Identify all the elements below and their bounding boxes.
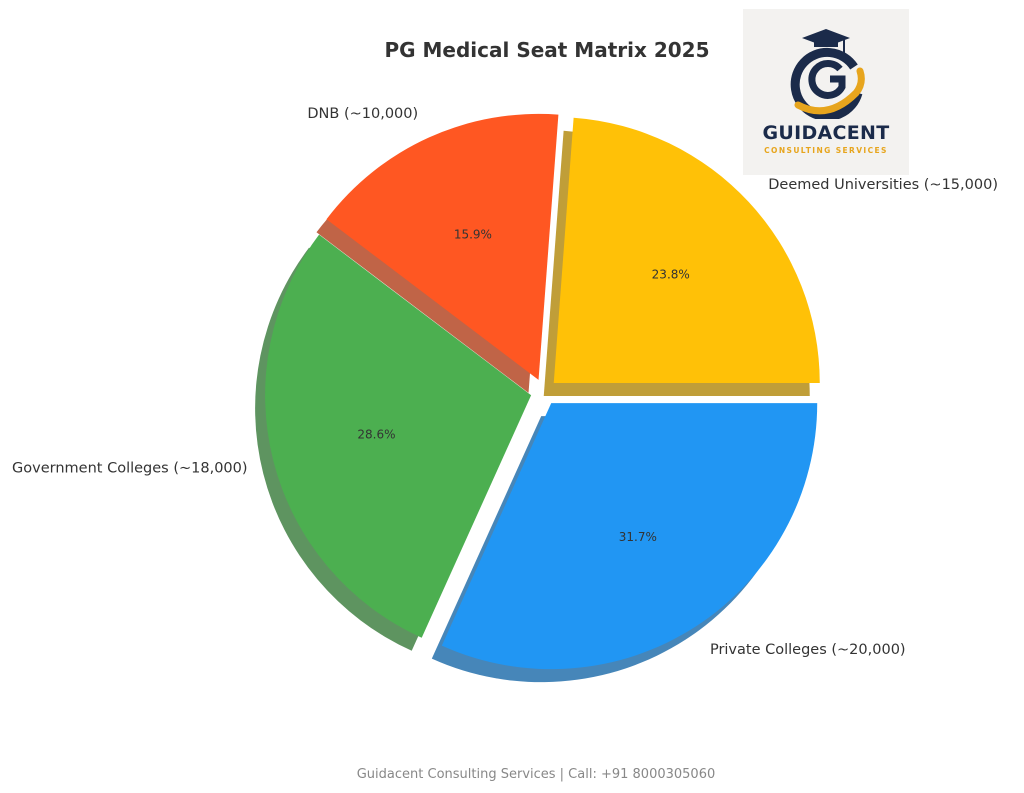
- company-logo: GUIDACENT CONSULTING SERVICES: [743, 9, 909, 175]
- pie-slice-government-colleges: [265, 234, 532, 638]
- pie-slice-dnb: [326, 113, 559, 380]
- pie-slice-private-colleges: [441, 403, 818, 670]
- pie-slice-deemed-universities: [553, 117, 820, 383]
- pie-percent-private-colleges: 31.7%: [619, 530, 657, 544]
- pie-label-government-colleges: Government Colleges (~18,000): [12, 460, 248, 476]
- logo-name: GUIDACENT: [762, 122, 890, 144]
- pie-percent-deemed-universities: 23.8%: [652, 267, 690, 281]
- logo-subtitle: CONSULTING SERVICES: [764, 146, 888, 155]
- chart-title: PG Medical Seat Matrix 2025: [384, 38, 710, 62]
- pie-label-dnb: DNB (~10,000): [307, 106, 418, 122]
- footer-contact: Guidacent Consulting Services | Call: +9…: [356, 767, 716, 782]
- pie-slice-labels: Deemed Universities (~15,000) DNB (~10,00…: [12, 106, 998, 658]
- pie-percent-dnb: 15.9%: [454, 227, 492, 241]
- pie-percent-labels: 23.8% 15.9% 28.6% 31.7%: [357, 227, 689, 544]
- pie-slices: [265, 113, 820, 670]
- pie-label-private-colleges: Private Colleges (~20,000): [710, 642, 906, 658]
- graduation-cap-g-icon: [790, 29, 865, 119]
- pie-percent-government-colleges: 28.6%: [357, 428, 395, 442]
- pie-label-deemed-universities: Deemed Universities (~15,000): [768, 177, 998, 193]
